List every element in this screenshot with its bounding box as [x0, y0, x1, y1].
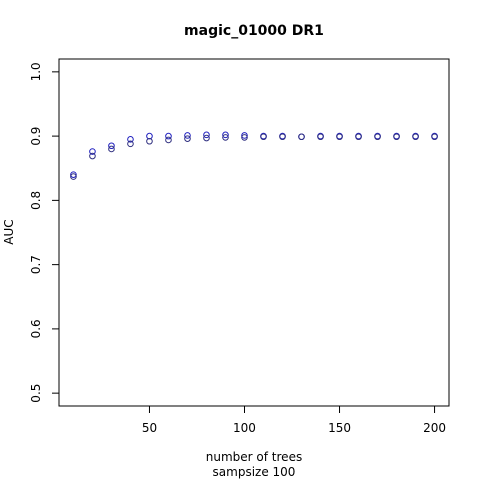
- data-point-series-2: [222, 134, 229, 141]
- data-point-series-2: [317, 133, 324, 141]
- y-axis-label: AUC: [2, 219, 16, 244]
- chart-title: magic_01000 DR1: [184, 23, 324, 39]
- data-point-series-2: [260, 133, 267, 141]
- data-point-series-2: [412, 133, 419, 141]
- data-point-series-2: [184, 135, 191, 142]
- y-tick-label: 1.0: [29, 62, 43, 81]
- data-point-series-1: [70, 171, 77, 178]
- x-tick-label: 50: [142, 421, 157, 435]
- x-axis: 50 100 150 200: [142, 406, 446, 435]
- data-point-series-2: [165, 136, 172, 144]
- y-tick-label: 0.8: [29, 191, 43, 210]
- data-point-series-2: [127, 140, 134, 148]
- data-point-series-1: [203, 131, 210, 139]
- x-tick-label: 150: [328, 421, 351, 435]
- y-tick-label: 0.5: [29, 384, 43, 403]
- y-axis: 0.5 0.6 0.7 0.8 0.9 1.0: [29, 62, 59, 403]
- plot-frame: [58, 58, 450, 407]
- data-point-series-2: [279, 133, 286, 141]
- data-point-series-2: [203, 134, 210, 142]
- data-point-series-1: [222, 131, 229, 139]
- x-axis-sublabel: sampsize 100: [213, 465, 296, 479]
- data-point-series-1: [165, 132, 172, 140]
- data-point-series-2: [336, 133, 343, 141]
- data-point-series-2: [108, 145, 115, 153]
- data-point-series-2: [298, 133, 305, 141]
- x-tick-label: 100: [233, 421, 256, 435]
- data-point-series-2: [355, 133, 362, 141]
- data-point-series-2: [89, 152, 96, 160]
- data-points: [70, 131, 438, 180]
- data-point-series-2: [70, 173, 77, 180]
- y-tick-label: 0.6: [29, 319, 43, 338]
- data-point-series-2: [431, 133, 438, 141]
- x-tick-label: 200: [423, 421, 446, 435]
- data-point-series-1: [241, 132, 248, 139]
- data-point-series-1: [89, 148, 96, 155]
- data-point-series-2: [241, 134, 248, 141]
- data-point-series-2: [146, 137, 153, 145]
- y-tick-label: 0.7: [29, 255, 43, 274]
- data-point-series-2: [393, 133, 400, 141]
- x-axis-label: number of trees: [206, 450, 302, 464]
- data-point-series-1: [108, 142, 115, 150]
- data-point-series-1: [127, 136, 134, 143]
- data-point-series-1: [184, 132, 191, 139]
- data-point-series-2: [374, 133, 381, 141]
- y-tick-label: 0.9: [29, 127, 43, 146]
